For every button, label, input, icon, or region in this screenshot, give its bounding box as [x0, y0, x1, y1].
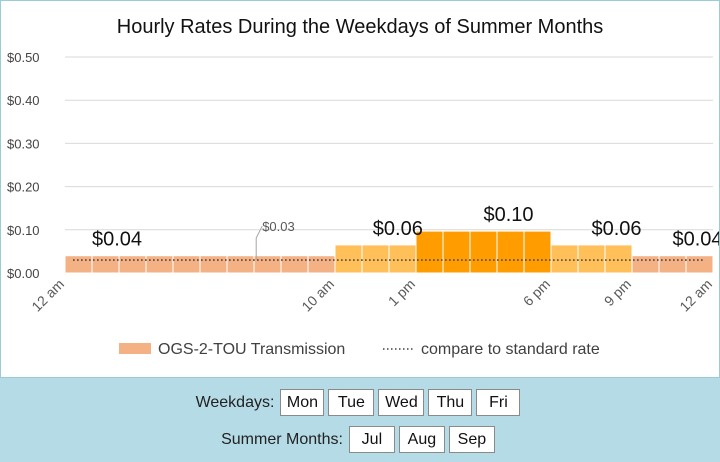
- annotation-rate-label: $0.04: [673, 229, 720, 251]
- y-tick-label: $0.50: [7, 50, 40, 65]
- rate-bar: [523, 230, 552, 274]
- x-tick-label: 10 am: [298, 276, 337, 315]
- rate-bar: [415, 230, 444, 274]
- chart-panel: Hourly Rates During the Weekdays of Summ…: [0, 0, 720, 378]
- x-tick-label: 6 pm: [520, 276, 553, 309]
- legend-swatch-transmission: [119, 343, 151, 354]
- rate-bar: [604, 244, 633, 274]
- y-tick-label: $0.40: [7, 93, 40, 108]
- mon-button[interactable]: Mon: [280, 389, 325, 416]
- rate-bar: [145, 255, 174, 274]
- thu-button[interactable]: Thu: [428, 389, 473, 416]
- x-tick-label: 12 am: [676, 276, 715, 315]
- x-tick-label: 12 am: [28, 276, 67, 315]
- annotation-leader: [255, 225, 263, 261]
- y-tick-label: $0.30: [7, 136, 40, 151]
- x-tick-label: 1 pm: [385, 276, 418, 309]
- month-selector: Summer Months: Jul Aug Sep: [0, 426, 720, 453]
- rate-bar: [631, 255, 660, 274]
- summer-months-label: Summer Months:: [221, 430, 343, 448]
- annotation-rate-label: $0.04: [92, 229, 142, 251]
- legend-label-standard: compare to standard rate: [421, 341, 600, 358]
- rate-bar: [199, 255, 228, 274]
- weekday-selector: Weekdays: Mon Tue Wed Thu Fri: [0, 389, 720, 416]
- rate-bar: [361, 244, 390, 274]
- rate-bar: [577, 244, 606, 274]
- annotation-standard-rate: $0.03: [262, 219, 295, 234]
- rate-bar: [334, 244, 363, 274]
- rate-bar: [226, 255, 255, 274]
- rate-bar: [253, 255, 282, 274]
- y-tick-label: $0.10: [7, 223, 40, 238]
- rate-bar: [496, 230, 525, 274]
- wed-button[interactable]: Wed: [378, 389, 425, 416]
- rate-bar: [91, 255, 120, 274]
- rate-bar: [658, 255, 687, 274]
- rate-bar: [307, 255, 336, 274]
- chart-title: Hourly Rates During the Weekdays of Summ…: [117, 16, 604, 38]
- rate-bar: [280, 255, 309, 274]
- jul-button[interactable]: Jul: [348, 426, 395, 453]
- sep-button[interactable]: Sep: [448, 426, 495, 453]
- aug-button[interactable]: Aug: [398, 426, 445, 453]
- x-tick-label: 9 pm: [601, 276, 634, 309]
- rate-bar: [442, 230, 471, 274]
- rate-bar: [172, 255, 201, 274]
- rate-bar: [469, 230, 498, 274]
- chart-svg: Hourly Rates During the Weekdays of Summ…: [7, 16, 720, 358]
- annotation-rate-label: $0.10: [484, 204, 534, 226]
- annotation-rate-label: $0.06: [592, 218, 642, 240]
- legend-label-transmission: OGS-2-TOU Transmission: [158, 341, 345, 358]
- y-tick-label: $0.20: [7, 180, 40, 195]
- rate-bar: [550, 244, 579, 274]
- tue-button[interactable]: Tue: [328, 389, 375, 416]
- weekdays-label: Weekdays:: [195, 393, 275, 411]
- y-tick-label: $0.00: [7, 266, 40, 281]
- rate-bar: [685, 255, 714, 274]
- rate-bar: [64, 255, 93, 274]
- rate-bar: [118, 255, 147, 274]
- fri-button[interactable]: Fri: [476, 389, 521, 416]
- annotation-rate-label: $0.06: [373, 218, 423, 240]
- rate-bar: [388, 244, 417, 274]
